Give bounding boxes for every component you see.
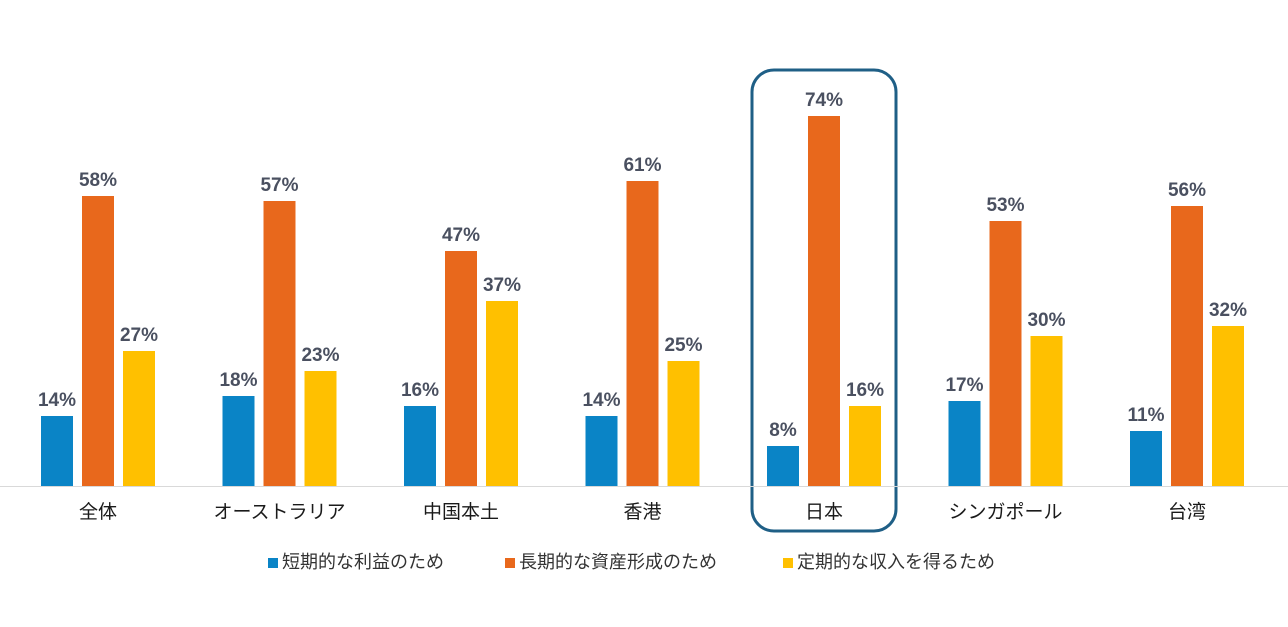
data-label: 25% — [664, 335, 702, 356]
category-tick-label: 全体 — [79, 501, 117, 523]
data-label: 57% — [260, 175, 298, 196]
legend-swatch — [783, 558, 793, 568]
category-tick-label: シンガポール — [948, 501, 1062, 523]
data-label: 32% — [1209, 300, 1247, 321]
data-label: 61% — [623, 155, 661, 176]
data-label: 18% — [219, 370, 257, 391]
data-label: 8% — [769, 420, 797, 441]
bar — [263, 201, 296, 486]
bar — [123, 351, 155, 486]
data-label: 27% — [120, 325, 158, 346]
data-label: 16% — [401, 380, 439, 401]
bar — [41, 416, 73, 486]
data-label: 37% — [483, 275, 521, 296]
bar — [304, 371, 337, 486]
data-label: 74% — [805, 90, 843, 111]
category-tick-label: 香港 — [623, 501, 661, 523]
data-label: 23% — [301, 345, 339, 366]
legend-label: 長期的な資産形成のため — [519, 552, 717, 573]
data-label: 47% — [442, 225, 480, 246]
bar — [1171, 206, 1203, 486]
bar — [445, 251, 477, 486]
category-tick-label: 台湾 — [1168, 501, 1206, 523]
bar — [849, 406, 881, 486]
bar — [486, 301, 518, 486]
legend-label: 定期的な収入を得るため — [797, 552, 995, 573]
bar — [222, 396, 255, 486]
highlight-layer — [750, 68, 898, 533]
bar — [82, 196, 114, 486]
legend-swatch — [268, 558, 278, 568]
bar — [626, 181, 659, 486]
category-tick-label: 中国本土 — [423, 501, 499, 523]
data-label: 58% — [79, 170, 117, 191]
category-tick-label: オーストラリア — [213, 501, 345, 523]
data-label: 14% — [38, 390, 76, 411]
bar — [667, 361, 700, 486]
bar — [1130, 431, 1162, 486]
legend-item: 長期的な資産形成のため — [505, 552, 717, 573]
legend: 短期的な利益のため 長期的な資産形成のため 定期的な収入を得るため — [268, 552, 995, 573]
data-label: 56% — [1168, 180, 1206, 201]
data-label: 16% — [846, 380, 884, 401]
bar — [404, 406, 436, 486]
category-tick-label: 日本 — [805, 501, 843, 523]
bar — [767, 446, 799, 486]
data-label: 30% — [1027, 310, 1065, 331]
bar — [1212, 326, 1244, 486]
legend-swatch — [505, 558, 515, 568]
x-axis: 全体 オーストラリア 中国本土 香港 日本 シンガポール 台湾 — [0, 486, 1288, 523]
highlight-box — [750, 68, 898, 533]
bar — [989, 221, 1022, 486]
data-label: 14% — [582, 390, 620, 411]
data-label: 53% — [986, 195, 1024, 216]
value-labels-layer: 14% 58% 27% 18% 57% 23% 16% 47% 37% 14% 61% 25% 8% 74… — [38, 90, 1247, 441]
legend-item: 短期的な利益のため — [268, 552, 444, 573]
bar — [1030, 336, 1063, 486]
bar — [948, 401, 981, 486]
data-label: 11% — [1128, 405, 1165, 426]
bar — [585, 416, 618, 486]
legend-item: 定期的な収入を得るため — [783, 552, 995, 573]
legend-label: 短期的な利益のため — [282, 552, 444, 573]
bar — [808, 116, 840, 486]
bars-layer — [41, 116, 1244, 486]
data-label: 17% — [945, 375, 983, 396]
